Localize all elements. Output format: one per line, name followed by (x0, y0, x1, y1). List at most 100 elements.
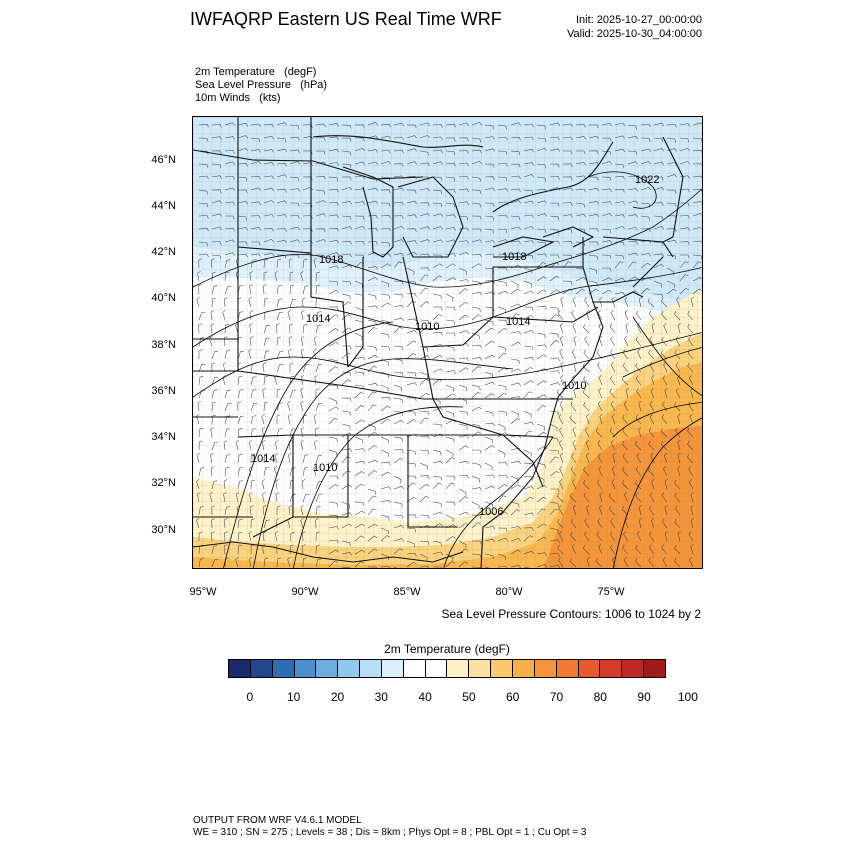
wind-barb (640, 253, 651, 257)
isobar (292, 406, 464, 568)
wind-barb (601, 150, 612, 156)
wind-barb (302, 494, 310, 503)
wind-barb (523, 315, 534, 321)
wind-barb (692, 175, 702, 179)
wind-barb (445, 501, 456, 506)
wind-barb (536, 536, 547, 542)
wind-barb (328, 483, 339, 490)
wind-barb (663, 362, 668, 373)
wind-barb (536, 508, 546, 516)
wind-barb (315, 494, 323, 503)
wind-barb (663, 452, 668, 464)
wind-barb (276, 388, 281, 399)
wind-barb (224, 336, 228, 347)
wind-barb (406, 462, 417, 468)
wind-barb (250, 415, 257, 425)
wind-barb (289, 239, 301, 243)
wind-barb (560, 361, 564, 373)
wind-barb (523, 240, 534, 244)
wind-barb (679, 161, 691, 165)
wind-barb (549, 275, 560, 282)
wind-barb (224, 161, 236, 165)
colorbar-tick: 100 (677, 690, 698, 704)
wind-barb (380, 302, 391, 308)
wind-barb (575, 288, 586, 295)
wind-barb (237, 215, 248, 221)
wind-barb (596, 479, 603, 490)
wind-barb (680, 202, 690, 207)
wind-barb (432, 176, 443, 181)
wind-barb (419, 435, 430, 440)
wind-barb (471, 253, 482, 258)
wind-barb (666, 280, 675, 288)
wind-barb (523, 123, 534, 128)
wind-barb (510, 564, 521, 568)
wind-barb (662, 557, 668, 568)
wind-barb (248, 439, 253, 451)
wind-barb (648, 427, 655, 438)
wind-barb (432, 314, 443, 321)
wind-barb (510, 341, 521, 347)
wind-barb (549, 508, 559, 516)
wind-barb (666, 228, 677, 233)
wind-barb (274, 465, 278, 477)
wind-barb (556, 493, 564, 503)
wind-barb (523, 462, 534, 468)
wind-barb (597, 401, 603, 412)
wind-barb (341, 253, 352, 258)
wind-barb (393, 345, 404, 350)
wind-barb (341, 240, 352, 245)
wind-barb (341, 566, 351, 568)
wind-barb (196, 517, 200, 529)
wind-barb (687, 427, 694, 438)
wind-barb (640, 123, 651, 128)
wind-barb (341, 226, 353, 230)
wind-barb (328, 366, 339, 373)
wind-barb (380, 514, 390, 521)
wind-barb (609, 531, 616, 542)
wind-barb (445, 358, 456, 363)
colorbar-swatch (600, 660, 623, 677)
wind-barb (406, 514, 417, 519)
wind-barb (235, 491, 240, 503)
wind-barb (523, 162, 534, 166)
wind-barb (380, 418, 391, 425)
wind-barb (523, 496, 534, 503)
wind-barb (302, 297, 306, 308)
wind-barb (211, 241, 222, 245)
wind-barb (523, 306, 534, 311)
wind-barb (458, 410, 468, 416)
wind-barb (536, 124, 547, 130)
wind-barb (315, 228, 326, 233)
wind-barb (677, 374, 681, 386)
boundary-line (422, 346, 434, 400)
wind-barb (197, 492, 201, 503)
wind-barb (688, 531, 694, 542)
boundary-line (492, 141, 614, 213)
wind-barb (276, 336, 281, 347)
wind-barb (635, 466, 642, 477)
wind-barb (315, 454, 323, 464)
wind-barb (575, 202, 586, 208)
wind-barb (341, 163, 352, 168)
wind-barb (211, 175, 222, 179)
isobar (612, 417, 702, 568)
wind-barb (562, 123, 573, 128)
wind-barb (536, 200, 548, 204)
wind-barb (562, 241, 573, 245)
wind-barb (497, 432, 508, 438)
wind-barb (302, 544, 306, 555)
wind-barb (289, 124, 300, 130)
wind-barb (406, 371, 417, 377)
wind-barb (677, 322, 681, 334)
wind-barb (237, 375, 243, 386)
pressure-label: 1010 (562, 380, 586, 392)
wind-barb (276, 544, 281, 555)
wind-barb (688, 479, 694, 490)
wind-barb (497, 410, 507, 416)
wind-barb (458, 279, 469, 283)
wind-barb (406, 251, 418, 256)
wind-barb (262, 388, 266, 399)
wind-barb (263, 325, 271, 334)
wind-barb (640, 277, 651, 282)
